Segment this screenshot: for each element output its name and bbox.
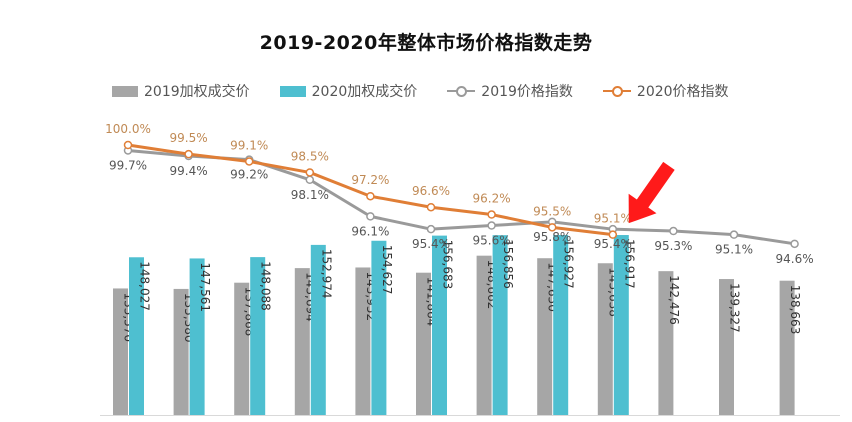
legend-item-2019-price: 2019加权成交价 xyxy=(112,81,250,101)
legend-swatch-2020-price xyxy=(279,85,306,97)
legend-swatch-2019-price xyxy=(112,85,138,97)
bar-2019 xyxy=(113,288,128,415)
bar-2020 xyxy=(189,258,205,415)
bar-value-label-2019: 142,476 xyxy=(667,275,681,325)
index-2019-point xyxy=(487,221,496,230)
bar-2020 xyxy=(310,244,326,415)
legend-label-2019-index: 2019价格指数 xyxy=(481,84,573,100)
annotation-arrow-shape xyxy=(628,161,675,224)
bar-value-label-2020: 148,027 xyxy=(138,261,152,311)
bar-2019 xyxy=(476,255,492,415)
legend-item-2020-price: 2020加权成交价 xyxy=(279,81,418,101)
index-2019-label: 99.2% xyxy=(230,168,268,182)
legend-label-2020-price: 2020加权成交价 xyxy=(311,84,418,100)
bar-2019 xyxy=(173,288,189,415)
bar-value-label-2019: 138,663 xyxy=(788,285,802,335)
bar-2019 xyxy=(658,271,674,415)
legend-label-2020-index: 2020价格指数 xyxy=(636,84,729,100)
bar-2019 xyxy=(416,272,431,415)
bar-value-label-2020: 156,927 xyxy=(562,239,576,289)
index-2019-point xyxy=(366,212,375,221)
index-2019-label: 95.4% xyxy=(594,237,632,251)
index-2020-point xyxy=(426,202,436,212)
index-2020-point xyxy=(184,149,193,159)
index-2019-point xyxy=(729,230,739,239)
index-2019-label: 95.6% xyxy=(473,234,511,248)
legend-item-2020-index: 2020价格指数 xyxy=(602,81,729,101)
index-2020-point xyxy=(547,223,557,232)
bar-2020 xyxy=(613,235,629,415)
index-2019-point xyxy=(669,226,678,236)
index-2020-point xyxy=(305,168,315,177)
legend-swatch-2019-index xyxy=(447,85,476,97)
index-2019-label: 96.1% xyxy=(351,224,389,238)
index-2019-label: 95.4% xyxy=(412,237,450,251)
index-2019-label: 99.4% xyxy=(170,164,208,178)
index-2019-label: 99.7% xyxy=(109,158,147,172)
bar-2019 xyxy=(779,280,795,415)
index-2020-label: 98.5% xyxy=(291,149,329,163)
index-2020-label: 96.2% xyxy=(473,192,511,206)
chart-title: 2019-2020年整体市场价格指数走势 xyxy=(259,32,593,54)
bar-value-label-2020: 152,974 xyxy=(319,249,333,299)
index-2019-point xyxy=(426,224,436,234)
bar-2019 xyxy=(234,282,250,415)
bar-2020 xyxy=(129,257,144,415)
legend-swatch-2020-index xyxy=(602,85,631,97)
index-2019-label: 95.8% xyxy=(533,230,571,244)
bar-value-label-2020: 156,856 xyxy=(501,239,515,289)
index-2020-label: 97.2% xyxy=(351,173,389,187)
index-2019-label: 94.6% xyxy=(776,252,814,266)
index-2020-point xyxy=(487,210,496,219)
bar-value-label-2020: 148,088 xyxy=(259,261,273,311)
bar-2019 xyxy=(355,267,371,415)
index-2019-label: 95.1% xyxy=(715,243,753,257)
legend-label-2019-price: 2019加权成交价 xyxy=(144,84,250,100)
bar-value-label-2020: 147,561 xyxy=(198,262,212,312)
chart-legend: 2019加权成交价 2020加权成交价 2019价格指数 2020价格指数 xyxy=(112,80,729,102)
bar-2019 xyxy=(294,268,310,415)
bar-value-label-2020: 156,683 xyxy=(441,240,455,290)
bar-2020 xyxy=(553,235,569,415)
bar-value-label-2020: 156,917 xyxy=(622,239,636,289)
bar-2019 xyxy=(597,263,613,415)
index-2020-label: 95.1% xyxy=(594,212,632,226)
bar-2019 xyxy=(719,279,734,415)
annotation-arrow-icon xyxy=(628,161,675,224)
index-2020-label: 100.0% xyxy=(105,122,151,136)
index-2020-label: 95.5% xyxy=(533,204,571,218)
index-2020-point xyxy=(123,140,133,150)
bar-2020 xyxy=(492,235,508,415)
index-2019-label: 98.1% xyxy=(291,188,329,202)
bar-2020 xyxy=(250,257,266,415)
index-2020-point xyxy=(608,230,618,239)
index-2019-label: 95.3% xyxy=(654,239,692,253)
index-2020-point xyxy=(244,157,254,166)
index-2019-point xyxy=(790,239,799,249)
index-2020-point xyxy=(366,191,375,201)
index-2020-label: 96.6% xyxy=(412,184,450,198)
bar-value-label-2020: 154,627 xyxy=(380,245,394,295)
bar-2020 xyxy=(432,235,447,415)
bar-value-label-2019: 139,327 xyxy=(728,283,742,333)
bar-2019 xyxy=(537,258,553,415)
index-2019-point xyxy=(305,175,315,185)
bar-2020 xyxy=(371,240,387,415)
index-2020-label: 99.5% xyxy=(170,131,208,145)
index-2020-label: 99.1% xyxy=(230,138,268,152)
legend-item-2019-index: 2019价格指数 xyxy=(447,81,573,101)
index-2019-line xyxy=(127,148,795,246)
